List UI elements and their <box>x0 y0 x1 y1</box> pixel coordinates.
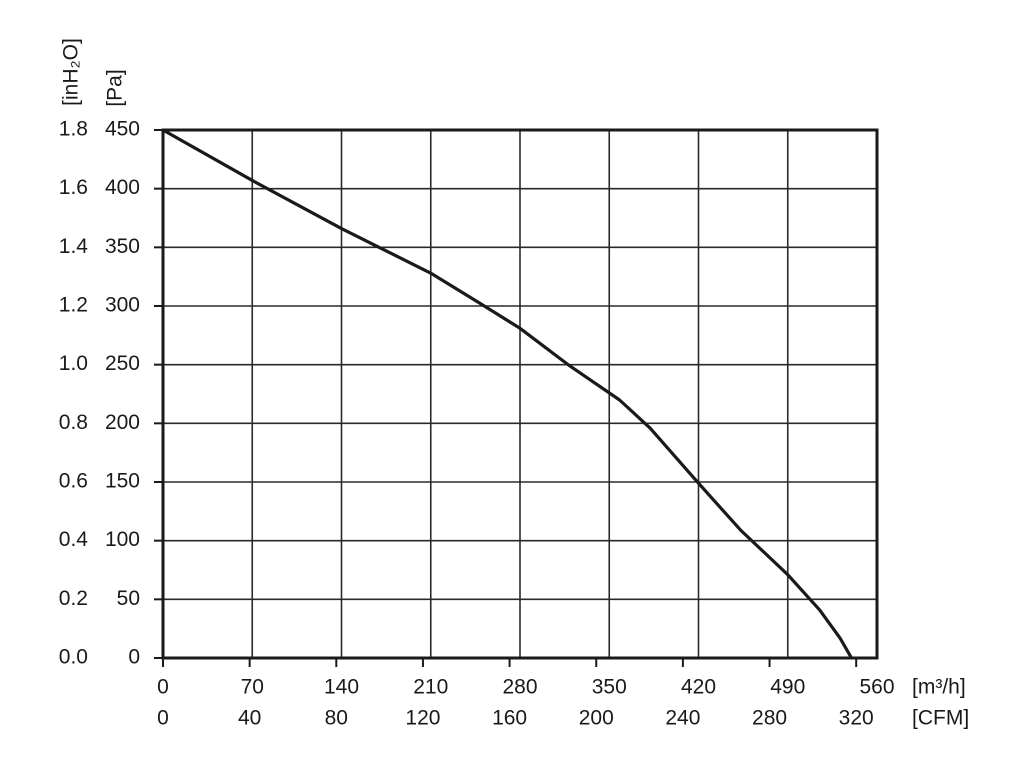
x-tick-label: 0 <box>157 676 169 699</box>
x2-tick-label: 80 <box>325 707 348 730</box>
curve <box>162 128 853 659</box>
plot-frame <box>161 128 879 660</box>
y-tick-label: 1.8 <box>59 118 88 141</box>
y-tick-label: 1.6 <box>59 176 88 199</box>
y2-tick-label: 250 <box>105 352 140 375</box>
x-tick-label: 490 <box>770 676 805 699</box>
y2-axis-title: [Pa] <box>104 69 127 106</box>
x-tick-label: 280 <box>502 676 537 699</box>
y-tick-label: 1.2 <box>59 294 88 317</box>
y2-tick-label: 300 <box>105 294 140 317</box>
y2-tick-label: 150 <box>105 470 140 493</box>
x2-tick-label: 40 <box>238 707 261 730</box>
x-axis-title: [m³/h] <box>912 676 966 699</box>
y2-tick-label: 50 <box>117 587 140 610</box>
x2-tick-label: 280 <box>752 707 787 730</box>
y-tick-label: 0.2 <box>59 587 88 610</box>
x2-axis-title: [CFM] <box>912 707 969 730</box>
x2-tick-label: 160 <box>492 707 527 730</box>
y2-tick-label: 100 <box>105 528 140 551</box>
x2-tick-label: 240 <box>665 707 700 730</box>
x-tick-label: 210 <box>413 676 448 699</box>
y-tick-label: 1.4 <box>59 235 89 258</box>
y-tick-label: 0.4 <box>59 528 89 551</box>
y-axis-title: [inH₂O] <box>60 38 83 106</box>
x-tick-label: 350 <box>592 676 627 699</box>
x-tick-label: 420 <box>681 676 716 699</box>
y2-tick-label: 200 <box>105 411 140 434</box>
y2-tick-label: 0 <box>128 646 140 669</box>
x-tick-label: 560 <box>859 676 894 699</box>
x2-tick-label: 0 <box>157 707 169 730</box>
y-tick-label: 1.0 <box>59 352 88 375</box>
y-tick-label: 0.6 <box>59 470 88 493</box>
y2-tick-label: 400 <box>105 176 140 199</box>
x2-tick-label: 120 <box>405 707 440 730</box>
x-tick-label: 140 <box>324 676 359 699</box>
y-tick-label: 0.0 <box>59 646 88 669</box>
y2-tick-label: 350 <box>105 235 140 258</box>
x2-tick-label: 320 <box>839 707 874 730</box>
y2-tick-label: 450 <box>105 118 140 141</box>
x-tick-label: 70 <box>241 676 264 699</box>
y-tick-label: 0.8 <box>59 411 88 434</box>
x2-tick-label: 200 <box>579 707 614 730</box>
